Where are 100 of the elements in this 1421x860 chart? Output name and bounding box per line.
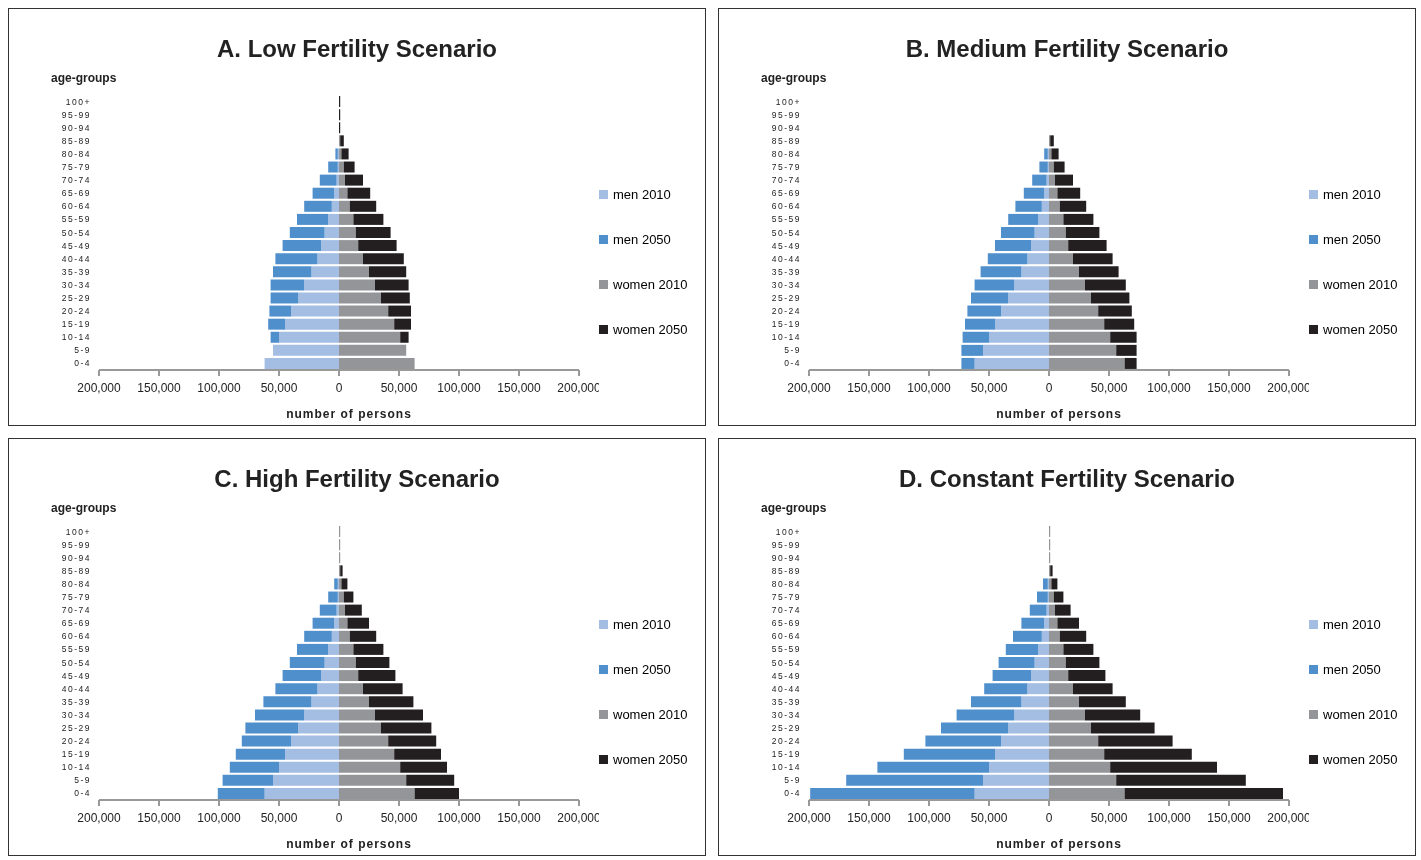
- y-tick-label: 80-84: [61, 578, 91, 589]
- bar: [388, 735, 437, 747]
- bar: [343, 161, 355, 173]
- bar: [992, 670, 1031, 682]
- bar: [1049, 161, 1054, 173]
- bar: [339, 591, 344, 603]
- legend-label: men 2050: [613, 662, 671, 677]
- bar: [312, 187, 335, 199]
- x-tick-label: 100,000: [197, 381, 242, 395]
- bar: [1034, 227, 1049, 238]
- y-tick-label: 10-14: [771, 332, 801, 343]
- bar: [987, 253, 1028, 265]
- y-tick-label: 65-69: [61, 188, 91, 199]
- y-tick-label: 75-79: [771, 592, 801, 603]
- legend-label: men 2010: [1323, 187, 1381, 202]
- bar: [317, 253, 339, 265]
- bar: [331, 630, 339, 642]
- bar: [1044, 617, 1049, 629]
- bar: [289, 657, 325, 668]
- bar: [1068, 240, 1107, 252]
- bar: [304, 630, 332, 642]
- bar: [339, 748, 395, 760]
- bar: [1008, 292, 1049, 304]
- bar: [339, 683, 363, 695]
- y-tick-label: 80-84: [61, 148, 91, 159]
- legend-label: women 2050: [1323, 322, 1398, 337]
- bar: [989, 331, 1049, 343]
- bar: [297, 213, 329, 225]
- y-tick-label: 20-24: [771, 306, 801, 317]
- y-tick-label: 0-4: [784, 358, 801, 369]
- bar: [339, 227, 356, 238]
- legend-label: men 2050: [1323, 662, 1381, 677]
- y-tick-label: 100+: [775, 96, 801, 107]
- x-tick-label: 100,000: [907, 381, 952, 395]
- y-tick-label: 5-9: [784, 775, 801, 786]
- bar: [400, 761, 447, 773]
- bar: [810, 787, 975, 799]
- y-tick-label: 60-64: [61, 631, 91, 642]
- bar: [1031, 670, 1049, 682]
- bar: [328, 643, 339, 655]
- y-tick-label: 50-54: [61, 657, 91, 668]
- bar: [1049, 331, 1111, 343]
- legend-label: women 2010: [613, 277, 688, 292]
- y-tick-label: 50-54: [771, 227, 801, 238]
- bar: [275, 683, 318, 695]
- bar: [353, 213, 384, 225]
- bar: [339, 253, 363, 265]
- x-tick-label: 150,000: [137, 381, 182, 395]
- bar: [311, 696, 339, 708]
- bar: [304, 279, 339, 291]
- bar: [345, 604, 362, 616]
- bar: [1110, 331, 1137, 343]
- bar: [1049, 318, 1105, 330]
- bar: [1091, 292, 1130, 304]
- y-tick-label: 85-89: [61, 135, 91, 146]
- bar: [1049, 657, 1066, 668]
- bar: [961, 344, 983, 356]
- bar: [353, 643, 384, 655]
- bar: [1021, 617, 1045, 629]
- bar: [324, 657, 339, 668]
- y-tick-label: 20-24: [771, 736, 801, 747]
- y-tick-label: 20-24: [61, 306, 91, 317]
- y-tick-label: 85-89: [61, 565, 91, 576]
- bar: [1124, 357, 1137, 369]
- bar: [363, 253, 404, 265]
- y-tick-label: 75-79: [771, 162, 801, 173]
- bar: [304, 709, 339, 721]
- x-tick-label: 0: [335, 811, 343, 825]
- y-tick-label: 30-34: [771, 709, 801, 720]
- chart-title: D. Constant Fertility Scenario: [897, 465, 1237, 493]
- y-tick-label: 75-79: [61, 592, 91, 603]
- bar: [375, 709, 423, 721]
- bar: [1104, 318, 1135, 330]
- bar: [339, 213, 354, 225]
- y-tick-label: 25-29: [61, 722, 91, 733]
- bar: [1049, 604, 1055, 616]
- bar: [983, 774, 1049, 786]
- x-tick-label: 50,000: [1090, 381, 1128, 395]
- bar: [1049, 213, 1064, 225]
- x-tick-label: 0: [1045, 381, 1053, 395]
- bar: [962, 331, 989, 343]
- bar: [269, 305, 291, 317]
- bar: [311, 266, 339, 278]
- bar: [961, 357, 975, 369]
- bar: [270, 292, 299, 304]
- bar: [334, 187, 339, 199]
- y-tick-label: 60-64: [61, 201, 91, 212]
- bar: [1049, 696, 1079, 708]
- bar: [279, 331, 339, 343]
- x-tick-label: 50,000: [260, 811, 298, 825]
- bar: [339, 318, 395, 330]
- bar: [355, 657, 390, 668]
- bar: [347, 617, 369, 629]
- bar: [341, 578, 348, 590]
- x-tick-label: 100,000: [1147, 811, 1192, 825]
- x-tick-label: 50,000: [380, 811, 418, 825]
- bar: [1038, 643, 1049, 655]
- bar: [217, 787, 265, 799]
- bar: [347, 187, 371, 199]
- bar: [1049, 344, 1117, 356]
